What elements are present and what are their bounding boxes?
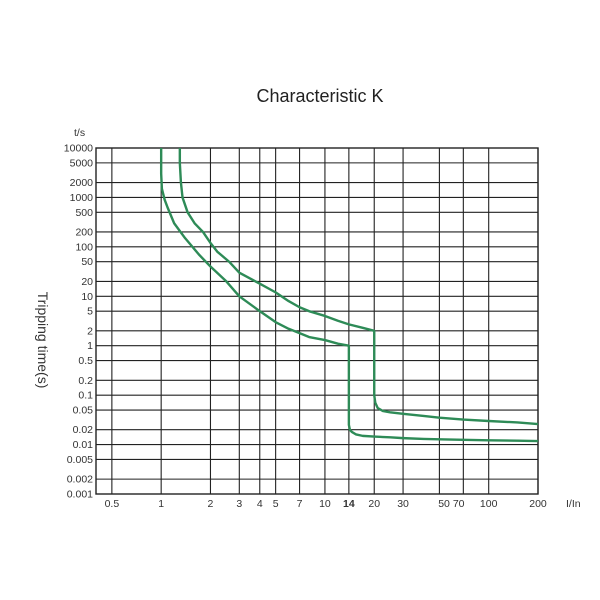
y-tick-label: 500 bbox=[75, 207, 93, 219]
y-unit-label: t/s bbox=[74, 127, 85, 139]
y-tick-label: 5 bbox=[87, 306, 93, 318]
y-tick-label: 0.05 bbox=[73, 405, 94, 417]
x-tick-label: 100 bbox=[480, 498, 498, 510]
plot-frame bbox=[95, 147, 539, 495]
y-tick-label: 100 bbox=[75, 241, 93, 253]
y-tick-label: 2 bbox=[87, 325, 93, 337]
x-tick-label: 4 bbox=[257, 498, 263, 510]
y-tick-label: 5000 bbox=[70, 157, 94, 169]
x-tick-label: 200 bbox=[529, 498, 547, 510]
y-tick-label: 0.02 bbox=[73, 424, 94, 436]
x-tick-label: 0.5 bbox=[105, 498, 120, 510]
x-tick-label: 3 bbox=[236, 498, 242, 510]
y-tick-label: 20 bbox=[81, 276, 93, 288]
x-tick-label: 1 bbox=[158, 498, 164, 510]
y-tick-label: 0.002 bbox=[67, 474, 93, 486]
x-tick-labels: 0.5 1 2 3 4 5 7 10 14 20 30 50 70 100 200 bbox=[105, 498, 547, 510]
trip-curve-1 bbox=[159, 148, 539, 443]
y-tick-label: 1000 bbox=[70, 192, 94, 204]
grid bbox=[96, 147, 539, 495]
y-tick-label: 0.001 bbox=[67, 489, 93, 501]
x-tick-label: 7 bbox=[297, 498, 303, 510]
x-tick-label: 20 bbox=[368, 498, 380, 510]
y-tick-label: 0.5 bbox=[78, 355, 93, 367]
y-tick-label: 10000 bbox=[64, 143, 93, 155]
x-tick-label: 30 bbox=[397, 498, 409, 510]
y-tick-label: 200 bbox=[75, 226, 93, 238]
y-tick-label: 0.2 bbox=[78, 375, 93, 387]
x-unit-label: I/In bbox=[566, 498, 581, 510]
plot-border bbox=[95, 147, 539, 495]
x-tick-label: 10 bbox=[319, 498, 331, 510]
y-tick-label: 10 bbox=[81, 291, 93, 303]
y-tick-label: 2000 bbox=[70, 177, 94, 189]
chart-title: Characteristic K bbox=[256, 86, 384, 106]
x-tick-label: 50 70 bbox=[438, 498, 464, 510]
x-tick-label: 5 bbox=[273, 498, 279, 510]
x-tick-label: 14 bbox=[343, 498, 355, 510]
y-tick-label: 1 bbox=[87, 340, 93, 352]
y-tick-label: 0.01 bbox=[73, 439, 94, 451]
y-tick-labels: 10000 5000 2000 1000 500 200 100 50 20 10 5 2 1 0.5 0.… bbox=[64, 143, 93, 501]
trip-curve-2 bbox=[178, 148, 539, 426]
y-tick-label: 0.005 bbox=[67, 454, 93, 466]
y-tick-label: 50 bbox=[81, 256, 93, 268]
curves bbox=[159, 148, 539, 443]
y-axis-label: Tripping time(s) bbox=[35, 292, 51, 389]
x-tick-label: 2 bbox=[208, 498, 214, 510]
y-tick-label: 0.1 bbox=[78, 390, 93, 402]
